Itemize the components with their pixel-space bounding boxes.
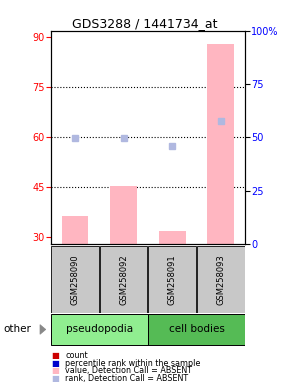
Bar [110, 185, 137, 244]
Text: rank, Detection Call = ABSENT: rank, Detection Call = ABSENT [65, 374, 188, 383]
Text: value, Detection Call = ABSENT: value, Detection Call = ABSENT [65, 366, 192, 376]
Bar [159, 230, 186, 244]
Text: GSM258092: GSM258092 [119, 254, 128, 305]
Text: count: count [65, 351, 88, 360]
Text: ■: ■ [51, 359, 59, 368]
Text: ■: ■ [51, 366, 59, 376]
Text: GSM258091: GSM258091 [168, 254, 177, 305]
Text: ■: ■ [51, 351, 59, 360]
Text: GSM258090: GSM258090 [70, 254, 79, 305]
Text: other: other [3, 324, 31, 334]
Text: GDS3288 / 1441734_at: GDS3288 / 1441734_at [72, 17, 218, 30]
Bar [148, 314, 245, 345]
Bar [62, 215, 88, 244]
Bar [51, 314, 148, 345]
Text: pseudopodia: pseudopodia [66, 324, 133, 334]
Text: cell bodies: cell bodies [168, 324, 224, 334]
Bar [207, 44, 234, 244]
Bar [51, 246, 99, 313]
Text: GSM258093: GSM258093 [216, 254, 225, 305]
Bar [148, 246, 196, 313]
Text: ■: ■ [51, 374, 59, 383]
Text: percentile rank within the sample: percentile rank within the sample [65, 359, 201, 368]
Polygon shape [40, 324, 46, 334]
Bar [197, 246, 244, 313]
Bar [100, 246, 147, 313]
